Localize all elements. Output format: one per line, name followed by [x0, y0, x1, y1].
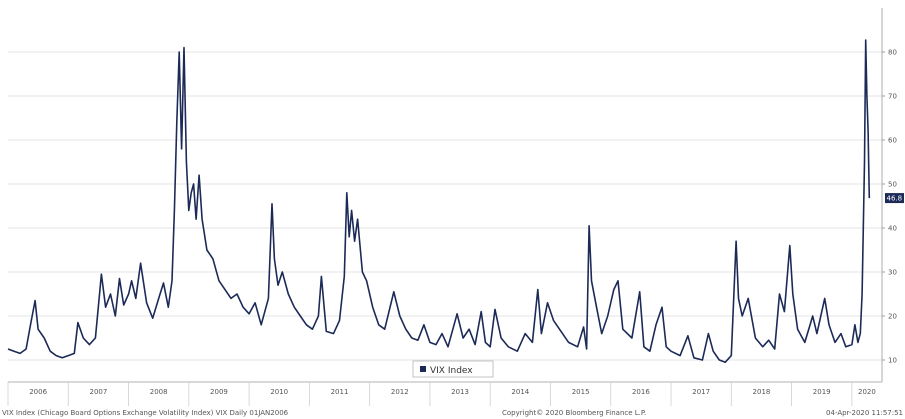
x-tick-label: 2015 — [572, 388, 590, 396]
x-tick-label: 2006 — [29, 388, 47, 396]
x-tick-label: 2019 — [813, 388, 831, 396]
y-tick-label: 80 — [888, 49, 897, 57]
y-tick-label: 40 — [888, 225, 897, 233]
x-tick-label: 2007 — [89, 388, 107, 396]
legend-box — [412, 360, 494, 378]
last-value-box — [885, 193, 904, 204]
y-tick-label: 70 — [888, 93, 897, 101]
x-tick-label: 2011 — [331, 388, 349, 396]
x-tick-label: 2014 — [511, 388, 529, 396]
y-tick-label: 50 — [888, 181, 897, 189]
series-layer — [7, 39, 871, 363]
x-tick-label: 2010 — [270, 388, 288, 396]
x-tick-label: 2020 — [858, 388, 876, 396]
legend-swatch — [420, 366, 426, 372]
x-tick-label: 2013 — [451, 388, 469, 396]
y-tick-label: 60 — [888, 137, 897, 145]
x-tick-label: 2017 — [692, 388, 710, 396]
y-tick-label: 30 — [888, 269, 897, 277]
x-tick-label: 2016 — [632, 388, 650, 396]
footer-left: VIX Index (Chicago Board Options Exchang… — [2, 409, 289, 417]
y-tick-label: 10 — [888, 357, 897, 365]
x-tick-label: 2009 — [210, 388, 228, 396]
last-value-tag: 46.8 — [885, 193, 904, 204]
series-line-vix — [7, 39, 871, 363]
last-value-text: 46.8 — [887, 195, 903, 203]
x-tick-label: 2008 — [150, 388, 168, 396]
legend: VIX Index — [412, 360, 494, 378]
x-axis: 2006 2007 2008 2009 2010 2011 2012 2013 2014 2015… — [7, 381, 882, 406]
footer-right: 04-Apr-2020 11:57:51 — [826, 409, 903, 417]
x-tick-label: 2018 — [753, 388, 771, 396]
y-axis: 10 20 30 40 50 60 70 80 — [881, 8, 897, 382]
legend-label: VIX Index — [430, 366, 473, 376]
x-tick-label: 2012 — [391, 388, 409, 396]
footer-center: Copyright© 2020 Bloomberg Finance L.P. — [502, 409, 646, 417]
y-tick-label: 20 — [888, 313, 897, 321]
